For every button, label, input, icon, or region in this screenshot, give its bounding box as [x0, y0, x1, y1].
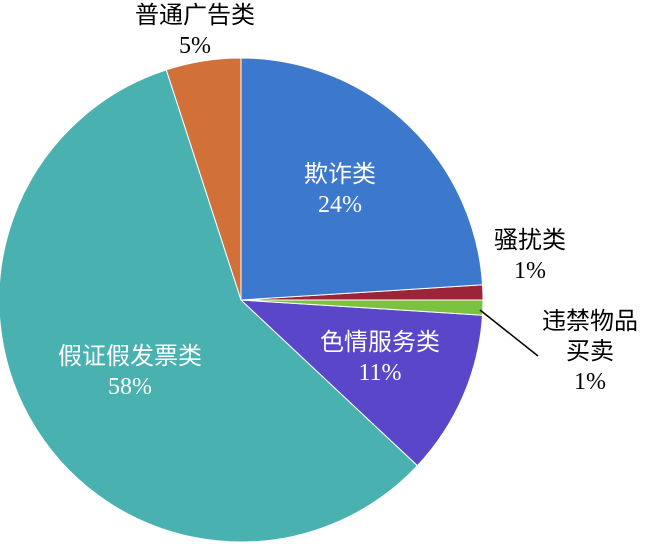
pie-slice: [239, 299, 484, 467]
value-label: 11%: [358, 360, 402, 386]
category-label: 普通广告类: [135, 3, 255, 29]
value-label: 58%: [108, 374, 152, 400]
slice-label: 色情服务类 11%: [320, 328, 440, 388]
slice-label: 普通广告类 5%: [135, 1, 255, 61]
slice-label: 欺诈类 24%: [304, 160, 376, 220]
category-label: 欺诈类: [304, 162, 376, 188]
slice-label: 骚扰类 1%: [494, 226, 566, 286]
category-label: 骚扰类: [494, 228, 566, 254]
value-label: 24%: [318, 192, 362, 218]
pie-slice: [240, 57, 484, 301]
slice-label: 违禁物品买卖 1%: [540, 307, 640, 397]
value-label: 1%: [514, 258, 546, 284]
leader-line: [479, 309, 539, 357]
pie-slice: [0, 69, 419, 543]
category-label: 违禁物品买卖: [542, 309, 638, 365]
category-label: 假证假发票类: [58, 344, 202, 370]
slice-label: 假证假发票类 58%: [58, 342, 202, 402]
value-label: 1%: [574, 369, 606, 395]
value-label: 5%: [179, 33, 211, 59]
category-label: 色情服务类: [320, 330, 440, 356]
